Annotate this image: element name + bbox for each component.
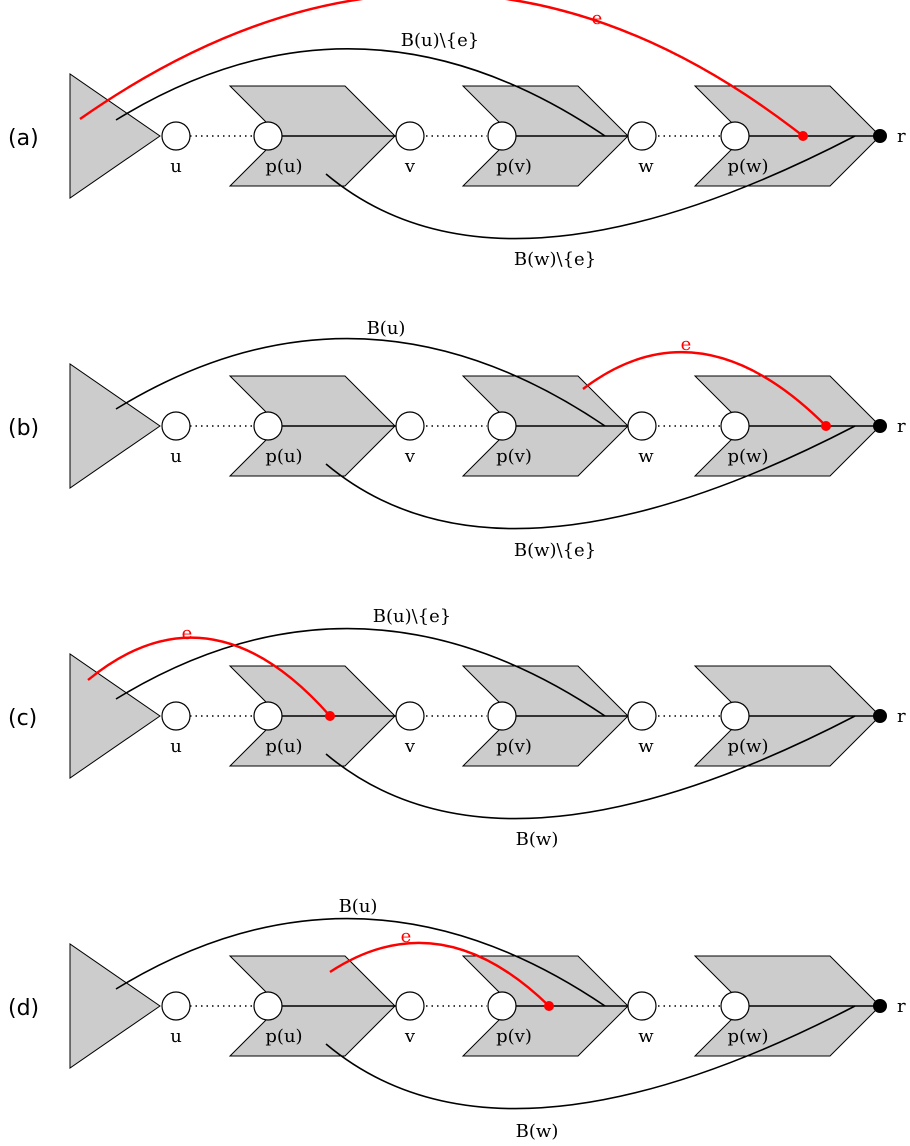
edge-endpoint-dot — [325, 711, 335, 721]
node-label-w: w — [638, 1026, 654, 1047]
upper-curve-label: B(u)\{e} — [373, 606, 452, 627]
upper-curve-label: B(u)\{e} — [401, 30, 480, 51]
node-r — [873, 709, 887, 723]
node-label-pv: p(v) — [496, 736, 532, 757]
node-pv — [487, 411, 517, 441]
node-label-v: v — [404, 1026, 416, 1047]
panel-a: (a) u p(u) v p(v) w p(w) r B(u)\{e} B(w)… — [8, 0, 906, 270]
node-pu — [253, 121, 283, 151]
node-label-u: u — [170, 446, 182, 467]
node-pw — [720, 121, 750, 151]
upper-curve — [115, 917, 606, 1007]
node-pu — [253, 991, 283, 1021]
upper-curve — [115, 337, 606, 427]
node-w — [627, 121, 657, 151]
node-label-pu: p(u) — [265, 156, 302, 177]
node-u — [161, 121, 191, 151]
node-pu — [253, 411, 283, 441]
upper-curve-label: B(u) — [367, 318, 406, 339]
node-label-r: r — [897, 126, 906, 147]
node-label-pv: p(v) — [496, 1026, 532, 1047]
node-label-r: r — [897, 416, 906, 437]
subtree-triangle — [69, 943, 161, 1069]
edge-label-e: e — [182, 623, 193, 644]
lower-curve-label: B(w)\{e} — [514, 540, 596, 561]
node-label-r: r — [897, 996, 906, 1017]
edge-e-curve — [582, 351, 827, 427]
edge-label-e: e — [592, 8, 603, 29]
upper-curve — [115, 627, 606, 717]
upper-curve — [115, 48, 606, 137]
panel-label: (d) — [8, 996, 39, 1021]
lower-curve — [325, 1005, 856, 1110]
node-r — [873, 419, 887, 433]
node-v — [395, 701, 425, 731]
node-pv — [487, 991, 517, 1021]
node-label-v: v — [404, 156, 416, 177]
edge-endpoint-dot — [798, 131, 808, 141]
node-u — [161, 991, 191, 1021]
edge-e-curve — [329, 941, 550, 1007]
node-label-pu: p(u) — [265, 1026, 302, 1047]
node-label-v: v — [404, 736, 416, 757]
node-w — [627, 411, 657, 441]
subtree-triangle — [69, 363, 161, 489]
node-label-r: r — [897, 706, 906, 727]
node-v — [395, 991, 425, 1021]
node-label-pw: p(w) — [728, 736, 769, 757]
lower-curve — [325, 425, 856, 530]
edge-label-e: e — [401, 926, 412, 947]
lower-curve — [325, 135, 856, 240]
node-label-pw: p(w) — [728, 1026, 769, 1047]
upper-curve-label: B(u) — [339, 896, 378, 917]
node-pw — [720, 411, 750, 441]
subtree-triangle — [69, 73, 161, 199]
node-w — [627, 701, 657, 731]
node-label-pv: p(v) — [496, 446, 532, 467]
node-label-u: u — [170, 736, 182, 757]
panel-c: (c) u p(u) v p(v) w p(w) r B(u)\{e} B(w)… — [8, 606, 906, 850]
lower-curve — [325, 715, 856, 820]
node-label-w: w — [638, 156, 654, 177]
node-w — [627, 991, 657, 1021]
lower-curve-label: B(w)\{e} — [514, 249, 596, 270]
node-pw — [720, 991, 750, 1021]
node-r — [873, 999, 887, 1013]
edge-label-e: e — [681, 334, 692, 355]
node-pu — [253, 701, 283, 731]
panel-label: (b) — [8, 416, 39, 441]
node-v — [395, 411, 425, 441]
node-label-pu: p(u) — [265, 446, 302, 467]
node-label-w: w — [638, 736, 654, 757]
panel-b: (b) u p(u) v p(v) w p(w) r B(u) B(w)\{e}… — [8, 318, 906, 561]
edge-endpoint-dot — [821, 421, 831, 431]
node-label-v: v — [404, 446, 416, 467]
edge-e-curve — [87, 636, 331, 717]
node-label-pv: p(v) — [496, 156, 532, 177]
node-pv — [487, 121, 517, 151]
node-pw — [720, 701, 750, 731]
node-u — [161, 411, 191, 441]
panel-label: (c) — [8, 706, 37, 731]
node-v — [395, 121, 425, 151]
node-label-u: u — [170, 156, 182, 177]
node-label-u: u — [170, 1026, 182, 1047]
lower-curve-label: B(w) — [516, 829, 559, 850]
panel-d: (d) u p(u) v p(v) w p(w) r B(u) B(w) e — [8, 896, 906, 1142]
node-label-pw: p(w) — [728, 446, 769, 467]
node-r — [873, 129, 887, 143]
node-label-pw: p(w) — [728, 156, 769, 177]
node-label-w: w — [638, 446, 654, 467]
lower-curve-label: B(w) — [516, 1121, 559, 1142]
node-pv — [487, 701, 517, 731]
panel-label: (a) — [8, 126, 39, 151]
node-u — [161, 701, 191, 731]
edge-e-curve — [79, 0, 804, 137]
node-label-pu: p(u) — [265, 736, 302, 757]
edge-endpoint-dot — [544, 1001, 554, 1011]
subtree-triangle — [69, 653, 161, 779]
